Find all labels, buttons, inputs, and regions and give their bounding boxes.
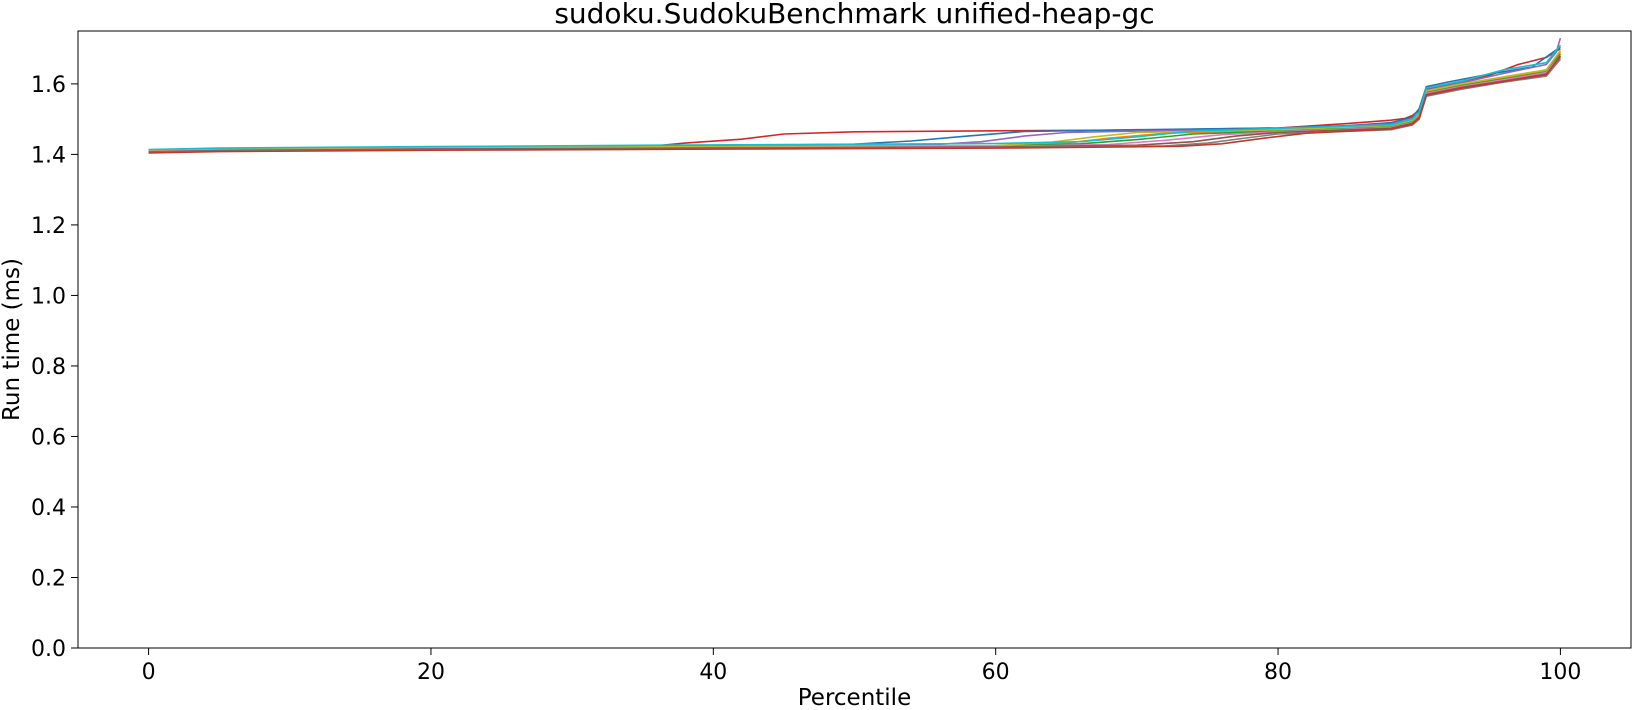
series-line-11 bbox=[148, 44, 1562, 151]
series-line-5 bbox=[148, 53, 1562, 152]
x-tick-label: 0 bbox=[142, 660, 156, 685]
y-tick-label: 1.4 bbox=[31, 143, 66, 168]
x-tick-label: 60 bbox=[982, 660, 1010, 685]
series-line-10 bbox=[148, 55, 1562, 154]
y-tick-label: 0.8 bbox=[31, 355, 66, 380]
y-tick-label: 1.6 bbox=[31, 73, 66, 98]
axes-frame bbox=[77, 30, 1632, 649]
y-tick-label: 0.4 bbox=[31, 496, 66, 521]
series-line-4 bbox=[148, 51, 1562, 152]
x-tick-label: 40 bbox=[699, 660, 727, 685]
x-tick-label: 20 bbox=[417, 660, 445, 685]
x-tick-label: 100 bbox=[1539, 660, 1581, 685]
y-tick-label: 0.0 bbox=[31, 637, 66, 662]
y-tick-label: 1.0 bbox=[31, 284, 66, 309]
series-line-1 bbox=[148, 47, 1561, 152]
y-axis: 0.0 0.2 0.4 0.6 0.8 1.0 1.2 1.4 1.6 bbox=[31, 73, 78, 662]
plot-area bbox=[77, 30, 1632, 649]
x-axis: 0 20 40 60 80 100 bbox=[142, 648, 1581, 685]
series-line-3 bbox=[148, 37, 1562, 153]
series-line-8 bbox=[148, 56, 1562, 153]
chart-title: sudoku.SudokuBenchmark unified-heap-gc bbox=[554, 0, 1154, 30]
x-tick-label: 80 bbox=[1264, 660, 1292, 685]
series-line-7 bbox=[148, 55, 1562, 153]
series-line-6 bbox=[148, 49, 1562, 152]
y-axis-label: Run time (ms) bbox=[0, 258, 25, 421]
y-tick-label: 1.2 bbox=[31, 214, 66, 239]
y-tick-label: 0.6 bbox=[31, 425, 66, 450]
series-line-9 bbox=[148, 58, 1562, 154]
y-tick-label: 0.2 bbox=[31, 566, 66, 591]
series-group bbox=[148, 37, 1562, 154]
x-axis-label: Percentile bbox=[798, 685, 911, 710]
series-line-2 bbox=[148, 46, 1561, 151]
